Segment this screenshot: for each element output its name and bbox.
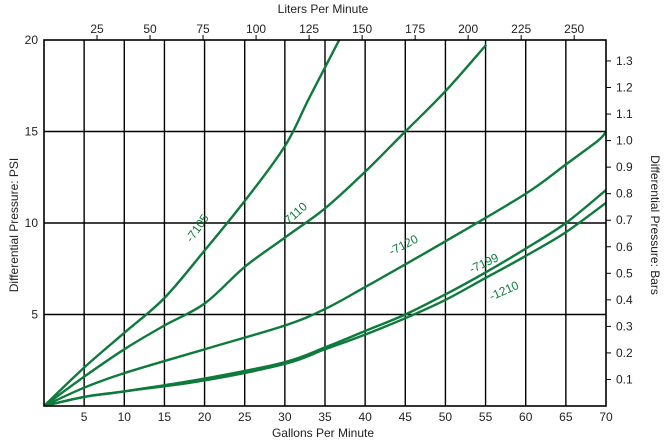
x2-tick-label: 125	[299, 22, 319, 36]
y-tick-label: 20	[25, 33, 39, 47]
y2-tick-label: 1.3	[616, 54, 633, 68]
x-tick-label: 65	[559, 410, 573, 424]
x-tick-label: 40	[358, 410, 372, 424]
x-tick-label: 60	[519, 410, 533, 424]
x2-tick-label: 225	[511, 22, 531, 36]
y-tick-label: 15	[25, 125, 39, 139]
series-line-1210	[44, 201, 606, 406]
x-tick-label: 25	[238, 410, 252, 424]
y-tick-label: 5	[31, 308, 38, 322]
x-tick-label: 50	[439, 410, 453, 424]
y-tick-label: 10	[25, 216, 39, 230]
x-tick-label: 30	[278, 410, 292, 424]
y2-tick-label: 0.5	[616, 266, 633, 280]
y2-tick-label: 1.0	[616, 134, 633, 148]
x2-tick-label: 50	[143, 22, 157, 36]
x2-tick-label: 175	[405, 22, 425, 36]
series-label-7120: -7120	[387, 232, 421, 259]
y2-tick-label: 0.7	[616, 213, 633, 227]
y2-tick-label: 0.6	[616, 240, 633, 254]
y2-tick-label: 0.8	[616, 187, 633, 201]
grid	[44, 40, 606, 406]
y2-tick-label: 1.1	[616, 107, 633, 121]
x2-tick-label: 150	[352, 22, 372, 36]
y2-tick-label: 0.2	[616, 346, 633, 360]
x2-tick-label: 200	[458, 22, 478, 36]
series-line-7120	[44, 130, 606, 406]
x2-tick-label: 75	[196, 22, 210, 36]
x2-tick-label: 25	[90, 22, 104, 36]
x-axis-title: Gallons Per Minute	[272, 426, 374, 440]
y2-axis-title: Differential Pressure: Bars	[648, 155, 662, 295]
y2-tick-label: 0.9	[616, 160, 633, 174]
series-line-7110	[44, 44, 487, 406]
y-axis-title: Differential Pressure: PSI	[7, 158, 21, 293]
x-tick-label: 35	[318, 410, 332, 424]
x2-tick-label: 100	[246, 22, 266, 36]
y2-tick-label: 0.1	[616, 372, 633, 386]
x-tick-label: 45	[399, 410, 413, 424]
series-line-7105	[44, 40, 341, 406]
x-tick-label: 10	[118, 410, 132, 424]
x-tick-label: 5	[81, 410, 88, 424]
y2-tick-label: 0.4	[616, 293, 633, 307]
series-label-1210: -1210	[487, 278, 521, 303]
x2-axis-title: Liters Per Minute	[278, 2, 369, 16]
series-label-7105: -7105	[183, 211, 212, 244]
y2-tick-label: 0.3	[616, 319, 633, 333]
plot-frame	[43, 39, 607, 407]
x-tick-label: 70	[599, 410, 613, 424]
series-lines	[44, 40, 606, 406]
x-tick-label: 15	[158, 410, 172, 424]
y2-tick-label: 1.2	[616, 81, 633, 95]
x-tick-label: 20	[198, 410, 212, 424]
axis-ticks: 5 10 15 20 25 30 35 40 45 50 55 60 65 70 5 10 15 20 25 50 75…	[25, 22, 633, 424]
x2-tick-label: 250	[564, 22, 584, 36]
x-tick-label: 55	[479, 410, 493, 424]
series-label-7110: -7110	[278, 199, 310, 230]
